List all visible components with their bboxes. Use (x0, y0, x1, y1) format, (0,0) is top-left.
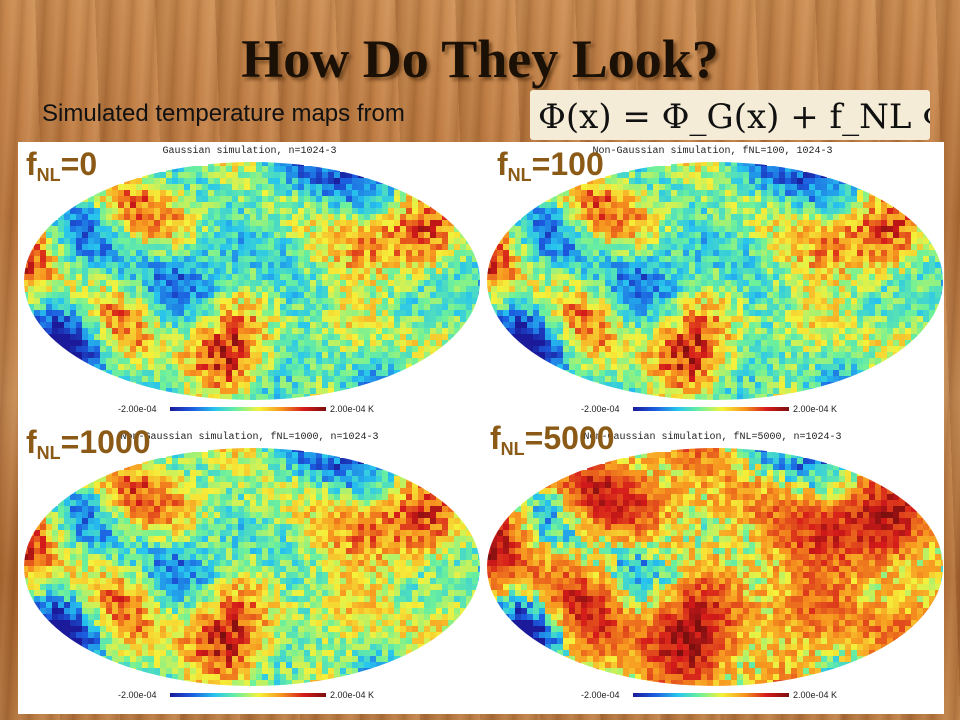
fnl-label-100: fNL=100 (497, 146, 604, 185)
color-bar-max: 2.00e-04 K (330, 690, 375, 700)
slide-title: How Do They Look? (241, 29, 719, 89)
color-bar-max: 2.00e-04 K (793, 690, 838, 700)
color-bar: -2.00e-04 2.00e-04 K (481, 690, 944, 704)
color-bar-gradient (170, 407, 326, 411)
color-bar-min: -2.00e-04 (118, 690, 157, 700)
fnl-label-5000: fNL=5000 (490, 420, 615, 459)
map-caption: Non-Gaussian simulation, fNL=5000, n=102… (583, 432, 842, 443)
color-bar-max: 2.00e-04 K (793, 404, 838, 414)
formula-image: Φ(x) = Φ_G(x) + f_NL Φ_G²(x) (530, 90, 960, 140)
formula-svg: Φ(x) = Φ_G(x) + f_NL Φ_G²(x) (538, 97, 960, 137)
color-bar-min: -2.00e-04 (581, 690, 620, 700)
temperature-field (487, 448, 943, 686)
color-bar-gradient (170, 693, 326, 697)
fnl-label-0: fNL=0 (26, 146, 98, 185)
mollweide-map (487, 448, 943, 686)
color-bar-min: -2.00e-04 (581, 404, 620, 414)
temperature-field (487, 162, 943, 400)
map-caption: Non-Gaussian simulation, fNL=1000, n=102… (120, 432, 379, 443)
temperature-field (24, 162, 480, 400)
mollweide-map (24, 448, 480, 686)
map-cell-fnl-0: Gaussian simulation, n=1024-3 -2.00e-04 … (18, 142, 481, 428)
maps-panel: Gaussian simulation, n=1024-3 -2.00e-04 … (18, 142, 944, 714)
color-bar: -2.00e-04 2.00e-04 K (481, 404, 944, 418)
temperature-field (24, 448, 480, 686)
color-bar-max: 2.00e-04 K (330, 404, 375, 414)
map-caption: Non-Gaussian simulation, fNL=100, 1024-3 (592, 146, 833, 157)
slide-subtitle: Simulated temperature maps from (42, 100, 405, 127)
color-bar-min: -2.00e-04 (118, 404, 157, 414)
mollweide-map (24, 162, 480, 400)
map-cell-fnl-5000: Non-Gaussian simulation, fNL=5000, n=102… (481, 428, 944, 714)
map-cell-fnl-1000: Non-Gaussian simulation, fNL=1000, n=102… (18, 428, 481, 714)
color-bar: -2.00e-04 2.00e-04 K (18, 690, 481, 704)
color-bar-gradient (633, 693, 789, 697)
formula-text: Φ(x) = Φ_G(x) + f_NL Φ_G²(x) (538, 97, 930, 137)
mollweide-map (487, 162, 943, 400)
map-cell-fnl-100: Non-Gaussian simulation, fNL=100, 1024-3… (481, 142, 944, 428)
color-bar-gradient (633, 407, 789, 411)
map-caption: Gaussian simulation, n=1024-3 (162, 146, 337, 157)
fnl-label-1000: fNL=1000 (26, 424, 151, 463)
color-bar: -2.00e-04 2.00e-04 K (18, 404, 481, 418)
